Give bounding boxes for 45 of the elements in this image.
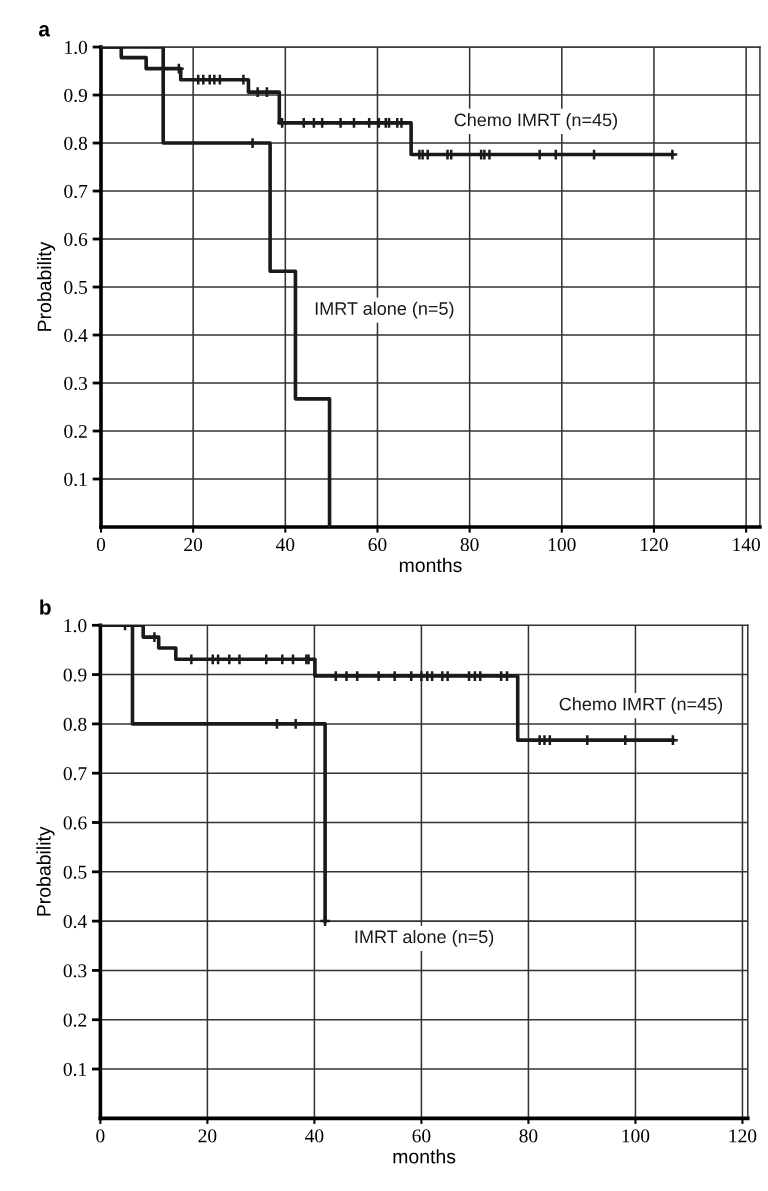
- x-tick-label: 40: [275, 538, 295, 552]
- y-tick-label: 0.5: [63, 865, 87, 879]
- x-tick-label: 60: [412, 1129, 431, 1143]
- x-tick-label: 0: [96, 1129, 105, 1143]
- x-tick-label: 140: [733, 538, 760, 552]
- y-tick-label: 0.3: [64, 376, 88, 391]
- y-tick-label: 0.7: [64, 184, 88, 199]
- series-label: Chemo IMRT (n=45): [559, 697, 723, 715]
- y-tick-label: 0.7: [63, 767, 87, 781]
- x-tick-label: 20: [184, 538, 203, 552]
- x-tick-label: 0: [96, 538, 106, 552]
- y-tick-label: 0.8: [63, 717, 87, 731]
- y-tick-label: 0.4: [64, 328, 88, 343]
- x-tick-label: 100: [548, 538, 576, 552]
- y-tick-label: 0.6: [64, 232, 88, 247]
- x-tick-label: 40: [305, 1129, 324, 1143]
- y-axis-title: Probability: [37, 241, 56, 331]
- x-axis-title: months: [393, 1149, 456, 1164]
- y-tick-label: 0.4: [63, 914, 87, 929]
- x-tick-label: 80: [519, 1129, 538, 1143]
- y-tick-label: 0.1: [64, 472, 87, 487]
- series-label: Chemo IMRT (n=45): [454, 113, 617, 130]
- x-tick-label: 100: [622, 1129, 650, 1143]
- y-tick-label: 1.0: [64, 619, 87, 633]
- x-tick-label: 80: [460, 538, 479, 552]
- y-tick-label: 0.5: [64, 280, 88, 295]
- y-tick-label: 0.3: [63, 964, 87, 978]
- series-label: IMRT alone (n=5): [315, 301, 454, 319]
- x-axis-title: months: [399, 557, 462, 573]
- x-tick-label: 20: [198, 1129, 217, 1143]
- y-tick-label: 1.0: [65, 40, 88, 55]
- y-tick-label: 0.1: [63, 1062, 87, 1077]
- chart-title: b: [40, 599, 51, 615]
- x-tick-label: 60: [368, 538, 387, 552]
- x-tick-label: 120: [641, 538, 668, 552]
- y-tick-label: 0.2: [64, 424, 87, 439]
- y-tick-label: 0.9: [64, 88, 87, 103]
- y-tick-label: 0.6: [63, 816, 87, 830]
- x-tick-label: 120: [729, 1129, 757, 1143]
- y-tick-label: 0.2: [63, 1013, 87, 1027]
- y-axis-title: Probability: [36, 826, 55, 916]
- y-tick-label: 0.8: [64, 136, 88, 151]
- chart-title: a: [39, 25, 51, 37]
- y-tick-label: 0.9: [63, 668, 87, 682]
- series-label: IMRT alone (n=5): [355, 929, 494, 947]
